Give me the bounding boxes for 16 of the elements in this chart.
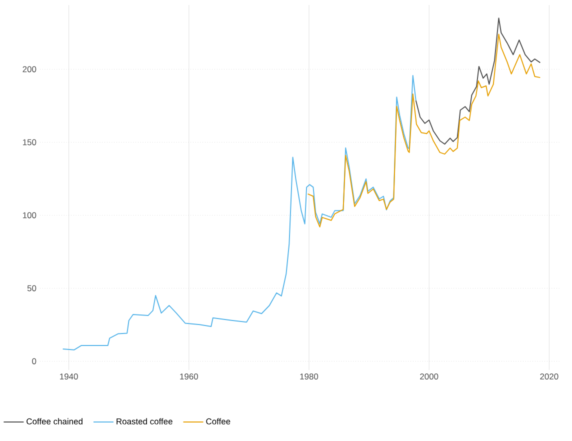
y-tick-label: 200 bbox=[22, 66, 36, 72]
y-tick-label: 150 bbox=[22, 139, 36, 146]
legend-label: Roasted coffee bbox=[116, 418, 172, 424]
x-tick-label: 1980 bbox=[300, 374, 318, 380]
legend-label: Coffee chained bbox=[26, 418, 82, 424]
legend-label: Coffee bbox=[206, 418, 230, 424]
line-series bbox=[62, 75, 416, 350]
x-tick-label: 1960 bbox=[180, 374, 198, 380]
x-tick-label: 2000 bbox=[420, 374, 438, 380]
y-tick-label: 100 bbox=[22, 212, 36, 218]
x-tick-label: 2020 bbox=[540, 374, 558, 380]
x-tick-label: 1940 bbox=[60, 374, 78, 380]
y-tick-label: 50 bbox=[27, 285, 36, 292]
line-series bbox=[307, 34, 541, 228]
y-tick-label: 0 bbox=[32, 358, 36, 364]
line-series bbox=[415, 18, 541, 145]
